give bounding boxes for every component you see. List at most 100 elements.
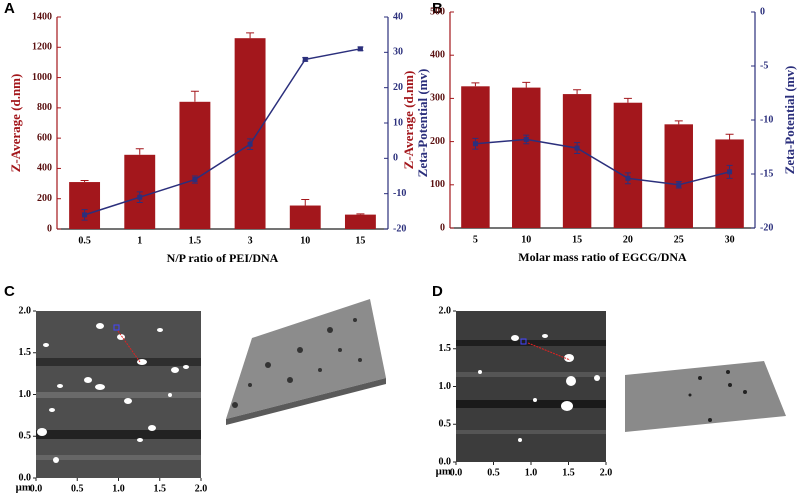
- x-tick-label: 1.5: [562, 467, 575, 478]
- error-bar: [725, 133, 734, 140]
- bar: [234, 38, 266, 230]
- error-bar: [356, 213, 365, 215]
- y2-axis-label: Zeta-Potential (mv): [415, 69, 430, 178]
- error-bar: [623, 97, 632, 103]
- x-tick-label: 0.0: [450, 467, 463, 478]
- error-bar: [135, 148, 144, 155]
- panel-label: C: [4, 283, 15, 300]
- y2-tick-label: 10: [393, 117, 403, 128]
- x-tick-label: 2.0: [195, 483, 208, 494]
- x-tick-label: 20: [623, 234, 633, 245]
- x-tick-label: 25: [674, 234, 684, 245]
- afm-image: [36, 311, 201, 478]
- x-tick-label: 15: [355, 235, 365, 246]
- y-tick-label: 800: [37, 102, 52, 113]
- line: [84, 48, 361, 216]
- y2-tick-label: -5: [760, 60, 768, 71]
- x-tick-label: 15: [572, 234, 582, 245]
- marker: [574, 145, 580, 151]
- x-tick-label: 5: [473, 234, 478, 245]
- error-bar: [80, 180, 89, 183]
- panel-label: B: [432, 0, 443, 17]
- marker: [472, 141, 478, 147]
- y-tick-label: 0.0: [439, 456, 452, 467]
- x-tick-label: 0.5: [78, 235, 91, 246]
- bar: [613, 102, 643, 228]
- y-tick-label: 0: [440, 222, 445, 233]
- bar: [512, 87, 541, 228]
- error-bar: [674, 120, 683, 125]
- y2-axis-label: Zeta-Potential (mv): [782, 66, 797, 175]
- y-tick-label: 1400: [32, 11, 52, 22]
- y-tick-label: 100: [430, 179, 445, 190]
- y-tick-label: 0: [47, 223, 52, 234]
- y2-tick-label: -10: [393, 188, 406, 199]
- x-tick-label: 2.0: [600, 467, 613, 478]
- bar: [179, 101, 211, 229]
- marker: [727, 169, 733, 175]
- y2-tick-label: 0: [393, 153, 398, 164]
- afm-3d-surface: [625, 361, 786, 432]
- y-tick-label: 0.0: [19, 472, 32, 483]
- x-tick-label: 0.5: [487, 467, 500, 478]
- y2-tick-label: 20: [393, 82, 403, 93]
- marker: [192, 177, 198, 183]
- y-tick-label: 1.0: [19, 389, 32, 400]
- y2-tick-label: -20: [760, 222, 773, 233]
- marker: [137, 194, 143, 200]
- y-tick-label: 500: [430, 6, 445, 17]
- x-tick-label: 1: [137, 235, 142, 246]
- marker: [247, 141, 253, 147]
- y-tick-label: 0.5: [19, 431, 32, 442]
- y2-tick-label: 0: [760, 6, 765, 17]
- y2-tick-label: -10: [760, 114, 773, 125]
- x-axis-label: Molar mass ratio of EGCG/DNA: [518, 250, 687, 264]
- y2-tick-label: 40: [393, 11, 403, 22]
- panel-label: D: [432, 283, 443, 300]
- bar: [715, 139, 744, 228]
- y-tick-label: 200: [37, 193, 52, 204]
- marker: [523, 136, 529, 142]
- marker: [302, 56, 308, 62]
- error-bar: [190, 90, 199, 102]
- y-tick-label: 200: [430, 136, 445, 147]
- y-tick-label: 1.0: [439, 381, 452, 392]
- unit-label: μm: [16, 482, 31, 494]
- y2-tick-label: -20: [393, 223, 406, 234]
- afm-3d-surface: [226, 299, 386, 425]
- y2-tick-label: -15: [760, 168, 773, 179]
- afm-image: [456, 311, 606, 462]
- x-tick-label: 0.0: [30, 483, 43, 494]
- unit-label: μm: [436, 466, 451, 478]
- marker: [676, 182, 682, 188]
- x-tick-label: 1.5: [154, 483, 167, 494]
- bar: [69, 182, 101, 229]
- y-tick-label: 1.5: [19, 347, 32, 358]
- line: [475, 138, 730, 186]
- x-tick-label: 30: [725, 234, 735, 245]
- y-tick-label: 1200: [32, 42, 52, 53]
- x-tick-label: 1.5: [189, 235, 202, 246]
- bar: [562, 94, 592, 228]
- y-tick-label: 1.5: [439, 343, 452, 354]
- bar: [664, 124, 693, 228]
- y2-tick-label: 30: [393, 47, 403, 58]
- bar: [289, 205, 321, 229]
- error-bar: [301, 198, 310, 206]
- y-tick-label: 2.0: [19, 305, 32, 316]
- x-tick-label: 10: [300, 235, 310, 246]
- y-tick-label: 400: [430, 49, 445, 60]
- y-tick-label: 2.0: [439, 305, 452, 316]
- marker: [82, 212, 88, 218]
- error-bar: [246, 32, 255, 39]
- error-bar: [471, 82, 480, 87]
- panel-label: A: [4, 0, 15, 17]
- marker: [357, 46, 363, 52]
- bar: [344, 214, 376, 229]
- y-tick-label: 1000: [32, 72, 52, 83]
- y-tick-label: 300: [430, 93, 445, 104]
- y-tick-label: 600: [37, 132, 52, 143]
- y-tick-label: 400: [37, 163, 52, 174]
- x-tick-label: 1.0: [525, 467, 538, 478]
